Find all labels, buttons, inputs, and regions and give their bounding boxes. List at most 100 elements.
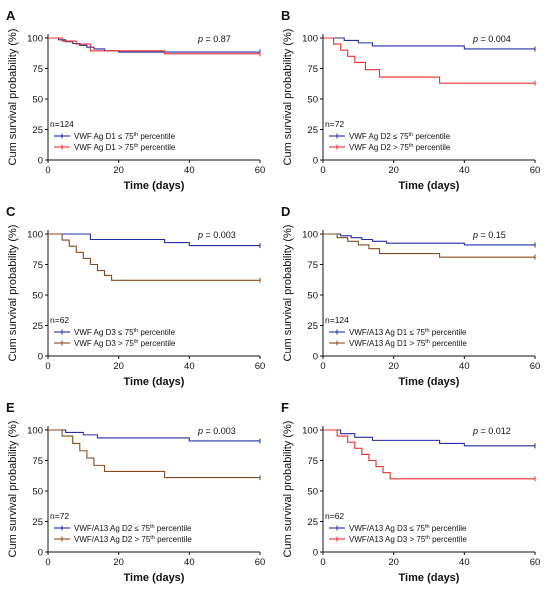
legend-superscript: th bbox=[134, 143, 139, 149]
x-tick-label: 60 bbox=[530, 557, 541, 568]
panel-c: C 0 25 50 75 100 0 20 40 60 Cum survival probabili… bbox=[0, 196, 275, 392]
legend-text-suffix: percentile bbox=[430, 524, 467, 533]
y-tick-label: 50 bbox=[32, 95, 43, 106]
legend-label: VWF/A13 Ag D3 ≤ 75th percentile bbox=[349, 524, 467, 533]
y-tick-label: 25 bbox=[307, 517, 318, 528]
survival-curve-1 bbox=[323, 37, 535, 50]
sample-size: n=62 bbox=[325, 511, 344, 521]
survival-curve-2 bbox=[48, 429, 260, 479]
x-tick-label: 60 bbox=[530, 361, 541, 372]
y-tick-label: 25 bbox=[307, 321, 318, 332]
legend-text: VWF/A13 Ag D1 ≤ 75 bbox=[349, 328, 426, 337]
survival-curve-1 bbox=[48, 233, 260, 247]
y-tick-label: 100 bbox=[302, 34, 318, 45]
y-tick-label: 100 bbox=[27, 34, 43, 45]
p-value: p = 0.87 bbox=[197, 34, 231, 44]
x-tick-label: 40 bbox=[459, 361, 470, 372]
y-axis-label: Cum survival probability (%) bbox=[282, 421, 294, 558]
x-tick-label: 20 bbox=[388, 361, 399, 372]
p-value: p = 0.003 bbox=[197, 230, 236, 240]
x-tick-label: 20 bbox=[388, 165, 399, 176]
x-axis-label: Time (days) bbox=[124, 572, 185, 584]
legend-text-suffix: percentile bbox=[138, 143, 175, 152]
panel-a: A 0 25 50 75 100 0 20 40 60 Cum survival probabili… bbox=[0, 0, 275, 196]
legend-text-suffix: percentile bbox=[413, 143, 450, 152]
legend-text: VWF/A13 Ag D2 ≤ 75 bbox=[74, 524, 151, 533]
x-tick-label: 20 bbox=[113, 557, 124, 568]
legend-superscript: th bbox=[425, 524, 430, 530]
sample-size: n=72 bbox=[50, 511, 69, 521]
y-tick-label: 100 bbox=[302, 426, 318, 437]
y-tick-label: 0 bbox=[38, 352, 43, 363]
legend-label: VWF Ag D1 > 75th percentile bbox=[74, 143, 176, 152]
km-chart: D 0 25 50 75 100 0 20 40 60 Cum survival probabili… bbox=[281, 204, 541, 388]
panel-d: D 0 25 50 75 100 0 20 40 60 Cum survival probabili… bbox=[275, 196, 550, 392]
km-chart: F 0 25 50 75 100 0 20 40 60 Cum survival probabili… bbox=[281, 400, 541, 584]
survival-curve-2 bbox=[323, 37, 535, 84]
x-tick-label: 0 bbox=[45, 165, 50, 176]
y-axis-label: Cum survival probability (%) bbox=[282, 29, 294, 166]
x-tick-label: 20 bbox=[388, 557, 399, 568]
legend-text: VWF/A13 Ag D3 > 75 bbox=[349, 535, 426, 544]
panel-e: E 0 25 50 75 100 0 20 40 60 Cum survival probabili… bbox=[0, 392, 275, 588]
y-axis-label: Cum survival probability (%) bbox=[7, 29, 19, 166]
y-tick-label: 75 bbox=[307, 260, 318, 271]
y-tick-label: 25 bbox=[32, 517, 43, 528]
legend-text-suffix: percentile bbox=[138, 328, 175, 337]
p-value-symbol: p bbox=[197, 230, 203, 240]
legend-superscript: th bbox=[134, 328, 139, 334]
legend-label: VWF Ag D3 > 75th percentile bbox=[74, 339, 176, 348]
x-tick-label: 40 bbox=[459, 165, 470, 176]
legend-label: VWF/A13 Ag D2 > 75th percentile bbox=[74, 535, 192, 544]
x-tick-label: 0 bbox=[45, 557, 50, 568]
x-tick-label: 0 bbox=[320, 361, 325, 372]
legend-text: VWF Ag D1 > 75 bbox=[74, 143, 134, 152]
y-tick-label: 0 bbox=[313, 156, 318, 167]
legend-superscript: th bbox=[425, 339, 430, 345]
legend-label: VWF/A13 Ag D1 ≤ 75th percentile bbox=[349, 328, 467, 337]
p-value-text: = 0.003 bbox=[203, 230, 236, 240]
survival-curve-1 bbox=[323, 429, 535, 447]
x-axis-label: Time (days) bbox=[124, 376, 185, 388]
panel-letter: A bbox=[6, 8, 16, 23]
p-value-text: = 0.15 bbox=[478, 230, 506, 240]
sample-size: n=62 bbox=[50, 315, 69, 325]
x-tick-label: 60 bbox=[255, 557, 266, 568]
x-axis-label: Time (days) bbox=[399, 180, 460, 192]
legend-superscript: th bbox=[425, 328, 430, 334]
y-tick-label: 25 bbox=[32, 125, 43, 136]
legend-text-suffix: percentile bbox=[430, 328, 467, 337]
survival-curve-2 bbox=[48, 233, 260, 281]
y-tick-label: 75 bbox=[307, 64, 318, 75]
p-value-symbol: p bbox=[197, 426, 203, 436]
p-value: p = 0.15 bbox=[472, 230, 506, 240]
x-tick-label: 40 bbox=[459, 557, 470, 568]
p-value-text: = 0.87 bbox=[203, 34, 231, 44]
sample-size: n=124 bbox=[50, 119, 74, 129]
y-axis-label: Cum survival probability (%) bbox=[282, 225, 294, 362]
x-axis-label: Time (days) bbox=[399, 376, 460, 388]
y-tick-label: 25 bbox=[32, 321, 43, 332]
p-value: p = 0.003 bbox=[197, 426, 236, 436]
km-chart: B 0 25 50 75 100 0 20 40 60 Cum survival probabili… bbox=[281, 8, 540, 192]
legend-text-suffix: percentile bbox=[413, 132, 450, 141]
x-axis-label: Time (days) bbox=[124, 180, 185, 192]
survival-curve-2 bbox=[323, 429, 535, 480]
y-tick-label: 25 bbox=[307, 125, 318, 136]
y-axis-label: Cum survival probability (%) bbox=[7, 225, 19, 362]
y-tick-label: 50 bbox=[307, 487, 318, 498]
legend-text: VWF/A13 Ag D3 ≤ 75 bbox=[349, 524, 426, 533]
p-value-text: = 0.004 bbox=[478, 34, 511, 44]
legend-superscript: th bbox=[425, 535, 430, 541]
sample-size: n=72 bbox=[325, 119, 344, 129]
y-tick-label: 75 bbox=[32, 64, 43, 75]
legend-label: VWF Ag D2 > 75th percentile bbox=[349, 143, 451, 152]
survival-curve-2 bbox=[48, 37, 260, 55]
x-tick-label: 40 bbox=[184, 165, 195, 176]
y-tick-label: 75 bbox=[32, 456, 43, 467]
survival-curve-1 bbox=[48, 429, 260, 442]
x-tick-label: 60 bbox=[255, 361, 266, 372]
y-tick-label: 100 bbox=[27, 426, 43, 437]
panel-b: B 0 25 50 75 100 0 20 40 60 Cum survival probabili… bbox=[275, 0, 550, 196]
y-tick-label: 50 bbox=[32, 487, 43, 498]
